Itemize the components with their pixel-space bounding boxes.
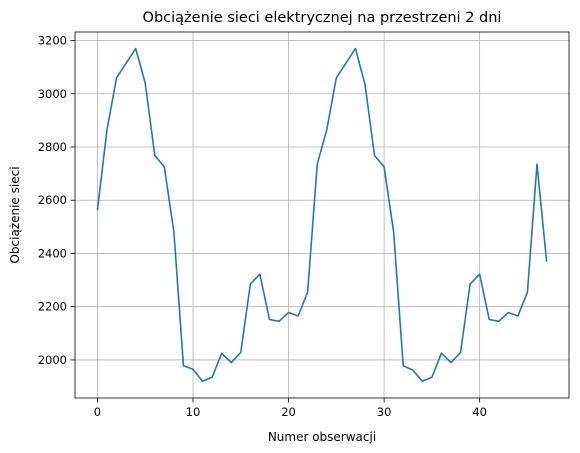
y-tick-label: 2800: [38, 140, 67, 154]
plot-frame: [74, 31, 570, 399]
x-tick-label: 10: [186, 405, 201, 419]
y-axis-label: Obciążenie sieci: [8, 166, 22, 263]
axis-ticks: 0 10 20 30 40 2000 2200 2400 2600 2800 3000 3200: [38, 34, 487, 419]
series-line: [96, 47, 548, 383]
x-axis-label: Numer obserwacji: [268, 430, 376, 444]
x-tick-label: 40: [472, 405, 487, 419]
x-tick-label: 0: [94, 405, 101, 419]
y-tick-label: 3000: [38, 87, 67, 101]
y-tick-label: 2400: [38, 246, 67, 260]
grid-lines: [75, 32, 569, 398]
x-tick-label: 30: [377, 405, 392, 419]
chart-title: Obciążenie sieci elektrycznej na przestr…: [143, 10, 502, 26]
y-tick-label: 2600: [38, 193, 67, 207]
y-tick-label: 2200: [38, 300, 67, 314]
y-tick-label: 2000: [38, 353, 67, 367]
x-tick-label: 20: [281, 405, 296, 419]
y-tick-label: 3200: [38, 34, 67, 48]
